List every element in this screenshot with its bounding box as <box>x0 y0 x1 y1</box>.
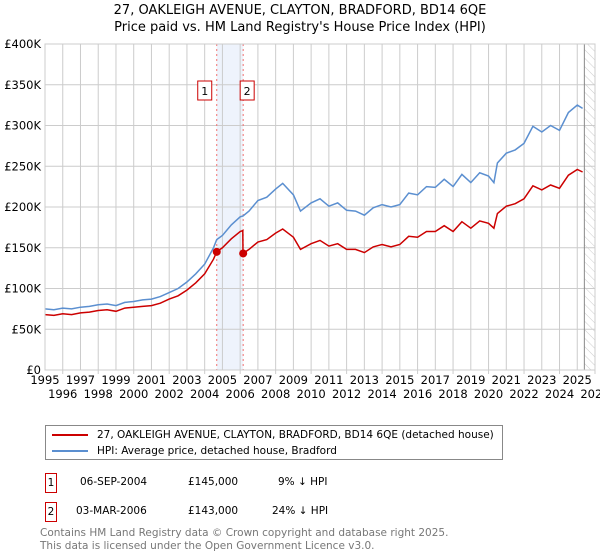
x-tick-label: 2004 <box>190 387 219 401</box>
sale-point <box>212 247 221 256</box>
x-tick-label: 2019 <box>456 373 485 387</box>
sale-label: 2 <box>244 85 251 98</box>
x-tick-label: 2017 <box>421 373 450 387</box>
sale-date: 06-SEP-2004 <box>80 476 148 488</box>
sale-row: 2 03-MAR-2006 £143,000 24% ↓ HPI <box>45 502 445 522</box>
hpi-line <box>44 104 583 311</box>
x-tick-label: 1996 <box>48 387 77 401</box>
footer-licence: This data is licensed under the Open Gov… <box>40 540 375 552</box>
y-tick-label: £100K <box>4 282 41 296</box>
legend-label: HPI: Average price, detached house, Brad… <box>97 445 337 457</box>
x-tick-label: 2014 <box>367 387 396 401</box>
y-tick-label: £50K <box>12 322 42 336</box>
y-tick-label: £350K <box>4 78 41 92</box>
x-tick-label: 2025 <box>563 373 592 387</box>
plot-frame <box>44 43 596 371</box>
footer-copyright: Contains HM Land Registry data © Crown c… <box>40 527 449 539</box>
sale-badge: 2 <box>45 502 57 522</box>
x-tick-label: 2021 <box>492 373 521 387</box>
legend: 27, OAKLEIGH AVENUE, CLAYTON, BRADFORD, … <box>45 425 503 460</box>
y-tick-label: £250K <box>4 159 41 173</box>
sale-price: £143,000 <box>188 505 239 517</box>
x-tick-label: 2010 <box>296 387 325 401</box>
x-tick-label: 1997 <box>66 373 95 387</box>
x-tick-label: 2000 <box>119 387 148 401</box>
sale-price: £145,000 <box>188 476 239 488</box>
sale-point <box>239 249 248 258</box>
x-tick-label: 2013 <box>350 373 379 387</box>
sale-row: 1 06-SEP-2004 £145,000 9% ↓ HPI <box>45 473 445 493</box>
x-tick-label: 2007 <box>243 373 272 387</box>
sale-hpi-diff: 24% ↓ HPI <box>272 505 329 517</box>
red-line-swatch <box>52 434 88 436</box>
y-tick-label: £300K <box>4 119 41 133</box>
x-tick-label: 2006 <box>226 387 255 401</box>
legend-label: 27, OAKLEIGH AVENUE, CLAYTON, BRADFORD, … <box>97 429 494 441</box>
x-tick-label: 2022 <box>509 387 538 401</box>
x-tick-label: 2020 <box>474 387 503 401</box>
sale-label: 1 <box>201 85 208 98</box>
legend-item-property: 27, OAKLEIGH AVENUE, CLAYTON, BRADFORD, … <box>52 427 494 443</box>
x-tick-label: 2026 <box>580 387 600 401</box>
chart-subtitle: Price paid vs. HM Land Registry's House … <box>114 20 486 35</box>
x-tick-label: 2024 <box>545 387 574 401</box>
x-tick-label: 2016 <box>403 387 432 401</box>
x-tick-label: 1995 <box>30 373 59 387</box>
x-tick-label: 2009 <box>279 373 308 387</box>
x-tick-label: 2008 <box>261 387 290 401</box>
y-tick-label: £400K <box>4 37 41 51</box>
x-tick-label: 1999 <box>101 373 130 387</box>
y-tick-label: £200K <box>4 200 41 214</box>
footer: Contains HM Land Registry data © Crown c… <box>40 527 448 553</box>
chart-title: 27, OAKLEIGH AVENUE, CLAYTON, BRADFORD, … <box>113 3 487 18</box>
price-chart: £0 £50K £100K £150K £200K £250K £300K £350K £400… <box>4 37 600 401</box>
forecast-hatch <box>584 44 595 370</box>
x-tick-label: 2023 <box>527 373 556 387</box>
y-tick-label: £150K <box>4 241 41 255</box>
blue-line-swatch <box>52 450 88 452</box>
x-tick-label: 1998 <box>84 387 113 401</box>
sale-label-box <box>197 80 213 101</box>
sale-hpi-diff: 9% ↓ HPI <box>278 476 328 488</box>
x-tick-label: 2012 <box>332 387 361 401</box>
price-paid-line <box>44 168 583 317</box>
sale-label-box <box>239 80 255 101</box>
y-tick-label: £0 <box>26 363 41 377</box>
x-tick-label: 2018 <box>438 387 467 401</box>
x-tick-label: 2002 <box>155 387 184 401</box>
x-tick-label: 2011 <box>314 373 343 387</box>
x-tick-label: 2003 <box>172 373 201 387</box>
sale-date: 03-MAR-2006 <box>76 505 147 517</box>
sale-badge: 1 <box>45 473 57 493</box>
x-tick-label: 2015 <box>385 373 414 387</box>
x-tick-label: 2005 <box>208 373 237 387</box>
legend-item-hpi: HPI: Average price, detached house, Brad… <box>52 443 494 459</box>
x-tick-label: 2001 <box>137 373 166 387</box>
